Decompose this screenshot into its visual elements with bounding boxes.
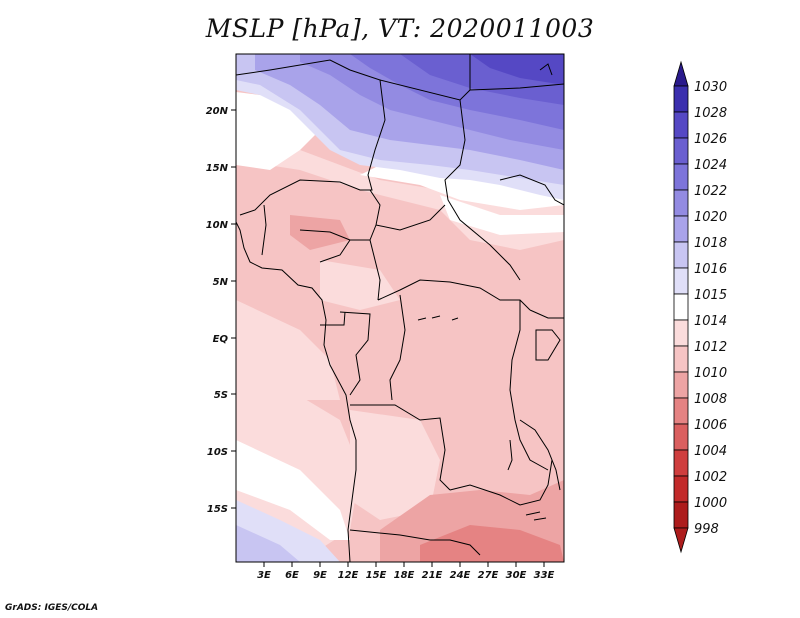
- lon-label: 18E: [394, 570, 415, 581]
- lat-label: 10N: [206, 220, 229, 231]
- colorbar-segment: [673, 163, 689, 191]
- colorbar-segment: [673, 345, 689, 373]
- colorbar-segment: [673, 501, 689, 529]
- lon-ticks: [263, 562, 545, 567]
- lat-label: 5N: [213, 277, 229, 288]
- colorbar-label: 1010: [694, 366, 727, 381]
- lat-label: 20N: [206, 106, 229, 117]
- colorbar-label: 1018: [694, 236, 727, 251]
- colorbar-label: 1026: [694, 132, 727, 147]
- colorbar-label: 1006: [694, 418, 727, 433]
- colorbar-label: 1015: [694, 288, 727, 303]
- lon-label: 33E: [534, 570, 555, 581]
- colorbar-label: 1002: [694, 470, 727, 485]
- lon-label: 21E: [422, 570, 443, 581]
- colorbar-segment: [673, 241, 689, 269]
- colorbar-segment: [673, 423, 689, 451]
- lon-label: 15E: [366, 570, 387, 581]
- lon-label: 27E: [478, 570, 499, 581]
- colorbar-segment: [673, 215, 689, 243]
- colorbar-label: 1020: [694, 210, 727, 225]
- page-title: MSLP [hPa], VT: 2020011003: [205, 14, 595, 43]
- country-borders: [236, 54, 564, 562]
- lon-label: 6E: [285, 570, 299, 581]
- colorbar-label: 1022: [694, 184, 727, 199]
- colorbar-label: 1024: [694, 158, 727, 173]
- lon-labels: 3E 6E 9E 12E 15E 18E 21E 24E 27E 30E 33E: [257, 570, 554, 581]
- colorbar-label: 1028: [694, 106, 727, 121]
- lon-label: 3E: [257, 570, 271, 581]
- colorbar-arrow-top: [673, 60, 689, 87]
- lon-label: 24E: [450, 570, 471, 581]
- colorbar-label: 1012: [694, 340, 727, 355]
- colorbar-label: 1008: [694, 392, 727, 407]
- colorbar-label: 1016: [694, 262, 727, 277]
- lon-label: 12E: [338, 570, 359, 581]
- colorbar-label: 998: [694, 522, 719, 537]
- colorbar-label: 1000: [694, 496, 727, 511]
- lat-label: EQ: [213, 334, 229, 345]
- colorbar-segment: [673, 371, 689, 399]
- credit-text: GrADS: IGES/COLA: [5, 603, 99, 613]
- lat-label: 15S: [207, 504, 228, 515]
- colorbar-arrow-bottom: [673, 527, 689, 554]
- lat-label: 10S: [207, 447, 228, 458]
- colorbar-segment: [673, 111, 689, 139]
- colorbar-segment: [673, 475, 689, 503]
- pressure-field: [236, 54, 564, 562]
- lon-label: 9E: [313, 570, 327, 581]
- lat-label: 15N: [206, 163, 229, 174]
- colorbar: 1030 1028 1026 1024 1022 1020 1018 1016 1015 1014…: [673, 60, 727, 554]
- colorbar-segment: [673, 449, 689, 477]
- colorbar-segment: [673, 85, 689, 113]
- colorbar-segment: [673, 293, 689, 321]
- colorbar-segment: [673, 189, 689, 217]
- colorbar-segment: [673, 397, 689, 425]
- map-frame: [235, 53, 565, 563]
- colorbar-label: 1030: [694, 80, 727, 95]
- colorbar-label: 1004: [694, 444, 727, 459]
- colorbar-segment: [673, 137, 689, 165]
- lat-labels: 20N 15N 10N 5N EQ 5S 10S 15S: [206, 106, 229, 515]
- colorbar-segment: [673, 319, 689, 347]
- lat-ticks: [231, 109, 236, 509]
- colorbar-segment: [673, 267, 689, 295]
- colorbar-label: 1014: [694, 314, 727, 329]
- lon-label: 30E: [506, 570, 527, 581]
- lat-label: 5S: [214, 390, 228, 401]
